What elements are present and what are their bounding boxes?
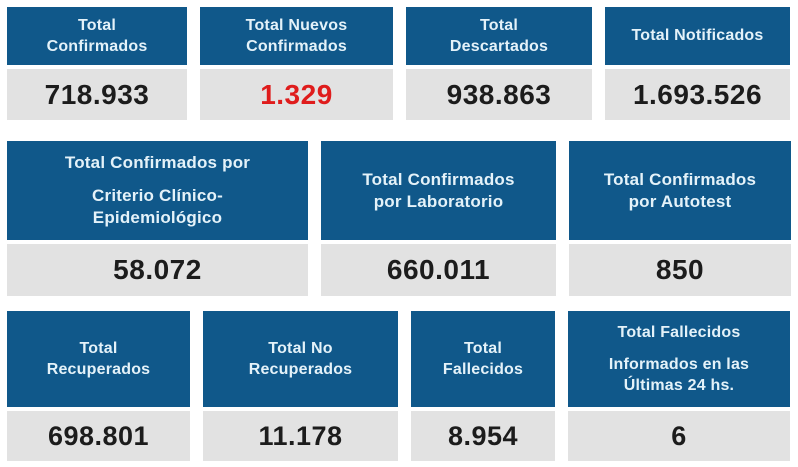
card-title-line: Confirmados	[46, 38, 148, 55]
card-header: Total Confirmados por Autotest	[569, 141, 791, 240]
card-title: Total Fallecidos	[618, 322, 741, 343]
card-title: Total Nuevos Confirmados	[246, 15, 348, 57]
card-value: 698.801	[7, 411, 190, 461]
card-header: Total No Recuperados	[203, 311, 398, 407]
card-title-line: Confirmados	[246, 38, 347, 55]
card-value: 938.863	[406, 69, 592, 120]
card-title: Total Notificados	[632, 25, 764, 46]
card-title-line: por Laboratorio	[373, 191, 504, 211]
stat-card-total-confirmados-criterio-clinico: Total Confirmados por Criterio Clínico- …	[7, 141, 308, 296]
card-title-line: Total No	[268, 339, 333, 357]
card-header: Total Recuperados	[7, 311, 190, 407]
card-header: Total Fallecidos	[411, 311, 555, 407]
card-title-line: Fallecidos	[442, 361, 524, 378]
card-title-line: Total Confirmados	[362, 169, 515, 189]
card-value: 1.693.526	[605, 69, 790, 120]
card-title: Total Confirmados por	[65, 152, 250, 174]
card-title-line: Recuperados	[248, 361, 353, 378]
card-header: Total Nuevos Confirmados	[200, 7, 393, 65]
card-title: Total Fallecidos	[443, 338, 523, 380]
card-value: 11.178	[203, 411, 398, 461]
card-subtitle-line: Últimas 24 hs.	[623, 377, 735, 395]
stat-card-total-nuevos-confirmados: Total Nuevos Confirmados 1.329	[200, 7, 393, 120]
card-header: Total Notificados	[605, 7, 790, 65]
stats-row-2: Total Confirmados por Criterio Clínico- …	[7, 141, 791, 296]
card-title: Total Confirmados por Laboratorio	[362, 169, 514, 213]
card-header: Total Confirmados por Laboratorio	[321, 141, 556, 240]
card-title-line: Total Confirmados por	[64, 153, 251, 173]
card-value: 850	[569, 244, 791, 296]
card-value: 718.933	[7, 69, 187, 120]
card-title-line: por Autotest	[628, 191, 732, 211]
card-title: Total No Recuperados	[249, 338, 353, 380]
card-title-line: Total	[463, 339, 503, 357]
card-subtitle-line: Informados en las	[608, 355, 750, 373]
card-header: Total Confirmados	[7, 7, 187, 65]
card-subtitle: Criterio Clínico- Epidemiológico	[92, 185, 223, 229]
card-title-line: Total Fallecidos	[617, 323, 741, 341]
card-value-highlighted: 1.329	[200, 69, 393, 120]
stat-card-total-confirmados: Total Confirmados 718.933	[7, 7, 187, 120]
card-title-line: Total	[77, 16, 117, 34]
stat-card-total-fallecidos: Total Fallecidos 8.954	[411, 311, 555, 461]
card-title: Total Recuperados	[47, 338, 151, 380]
card-value: 660.011	[321, 244, 556, 296]
card-title-line: Total Notificados	[631, 27, 764, 45]
card-header: Total Descartados	[406, 7, 592, 65]
stat-card-total-descartados: Total Descartados 938.863	[406, 7, 592, 120]
card-subtitle-line: Epidemiológico	[92, 207, 223, 227]
card-value: 8.954	[411, 411, 555, 461]
card-title-line: Total	[479, 16, 519, 34]
stat-card-total-notificados: Total Notificados 1.693.526	[605, 7, 790, 120]
card-header: Total Confirmados por Criterio Clínico- …	[7, 141, 308, 240]
card-title: Total Confirmados por Autotest	[604, 169, 756, 213]
stat-card-total-recuperados: Total Recuperados 698.801	[7, 311, 190, 461]
card-subtitle-line: Criterio Clínico-	[92, 186, 223, 206]
card-title-line: Descartados	[449, 38, 549, 55]
stat-card-total-fallecidos-ultimas-24hs: Total Fallecidos Informados en las Últim…	[568, 311, 790, 461]
stats-row-1: Total Confirmados 718.933 Total Nuevos C…	[7, 7, 791, 120]
card-subtitle: Informados en las Últimas 24 hs.	[609, 354, 749, 396]
stats-row-3: Total Recuperados 698.801 Total No Recup…	[7, 311, 791, 461]
card-title-line: Total	[79, 339, 118, 357]
card-title-line: Total Nuevos	[245, 16, 348, 34]
stat-card-total-no-recuperados: Total No Recuperados 11.178	[203, 311, 398, 461]
card-title-line: Recuperados	[46, 361, 151, 378]
card-title: Total Confirmados	[47, 15, 148, 57]
card-title-line: Total Confirmados	[603, 169, 757, 189]
card-value: 6	[568, 411, 790, 461]
card-value: 58.072	[7, 244, 308, 296]
card-title: Total Descartados	[450, 15, 548, 57]
card-header: Total Fallecidos Informados en las Últim…	[568, 311, 790, 407]
stat-card-total-confirmados-laboratorio: Total Confirmados por Laboratorio 660.01…	[321, 141, 556, 296]
stat-card-total-confirmados-autotest: Total Confirmados por Autotest 850	[569, 141, 791, 296]
